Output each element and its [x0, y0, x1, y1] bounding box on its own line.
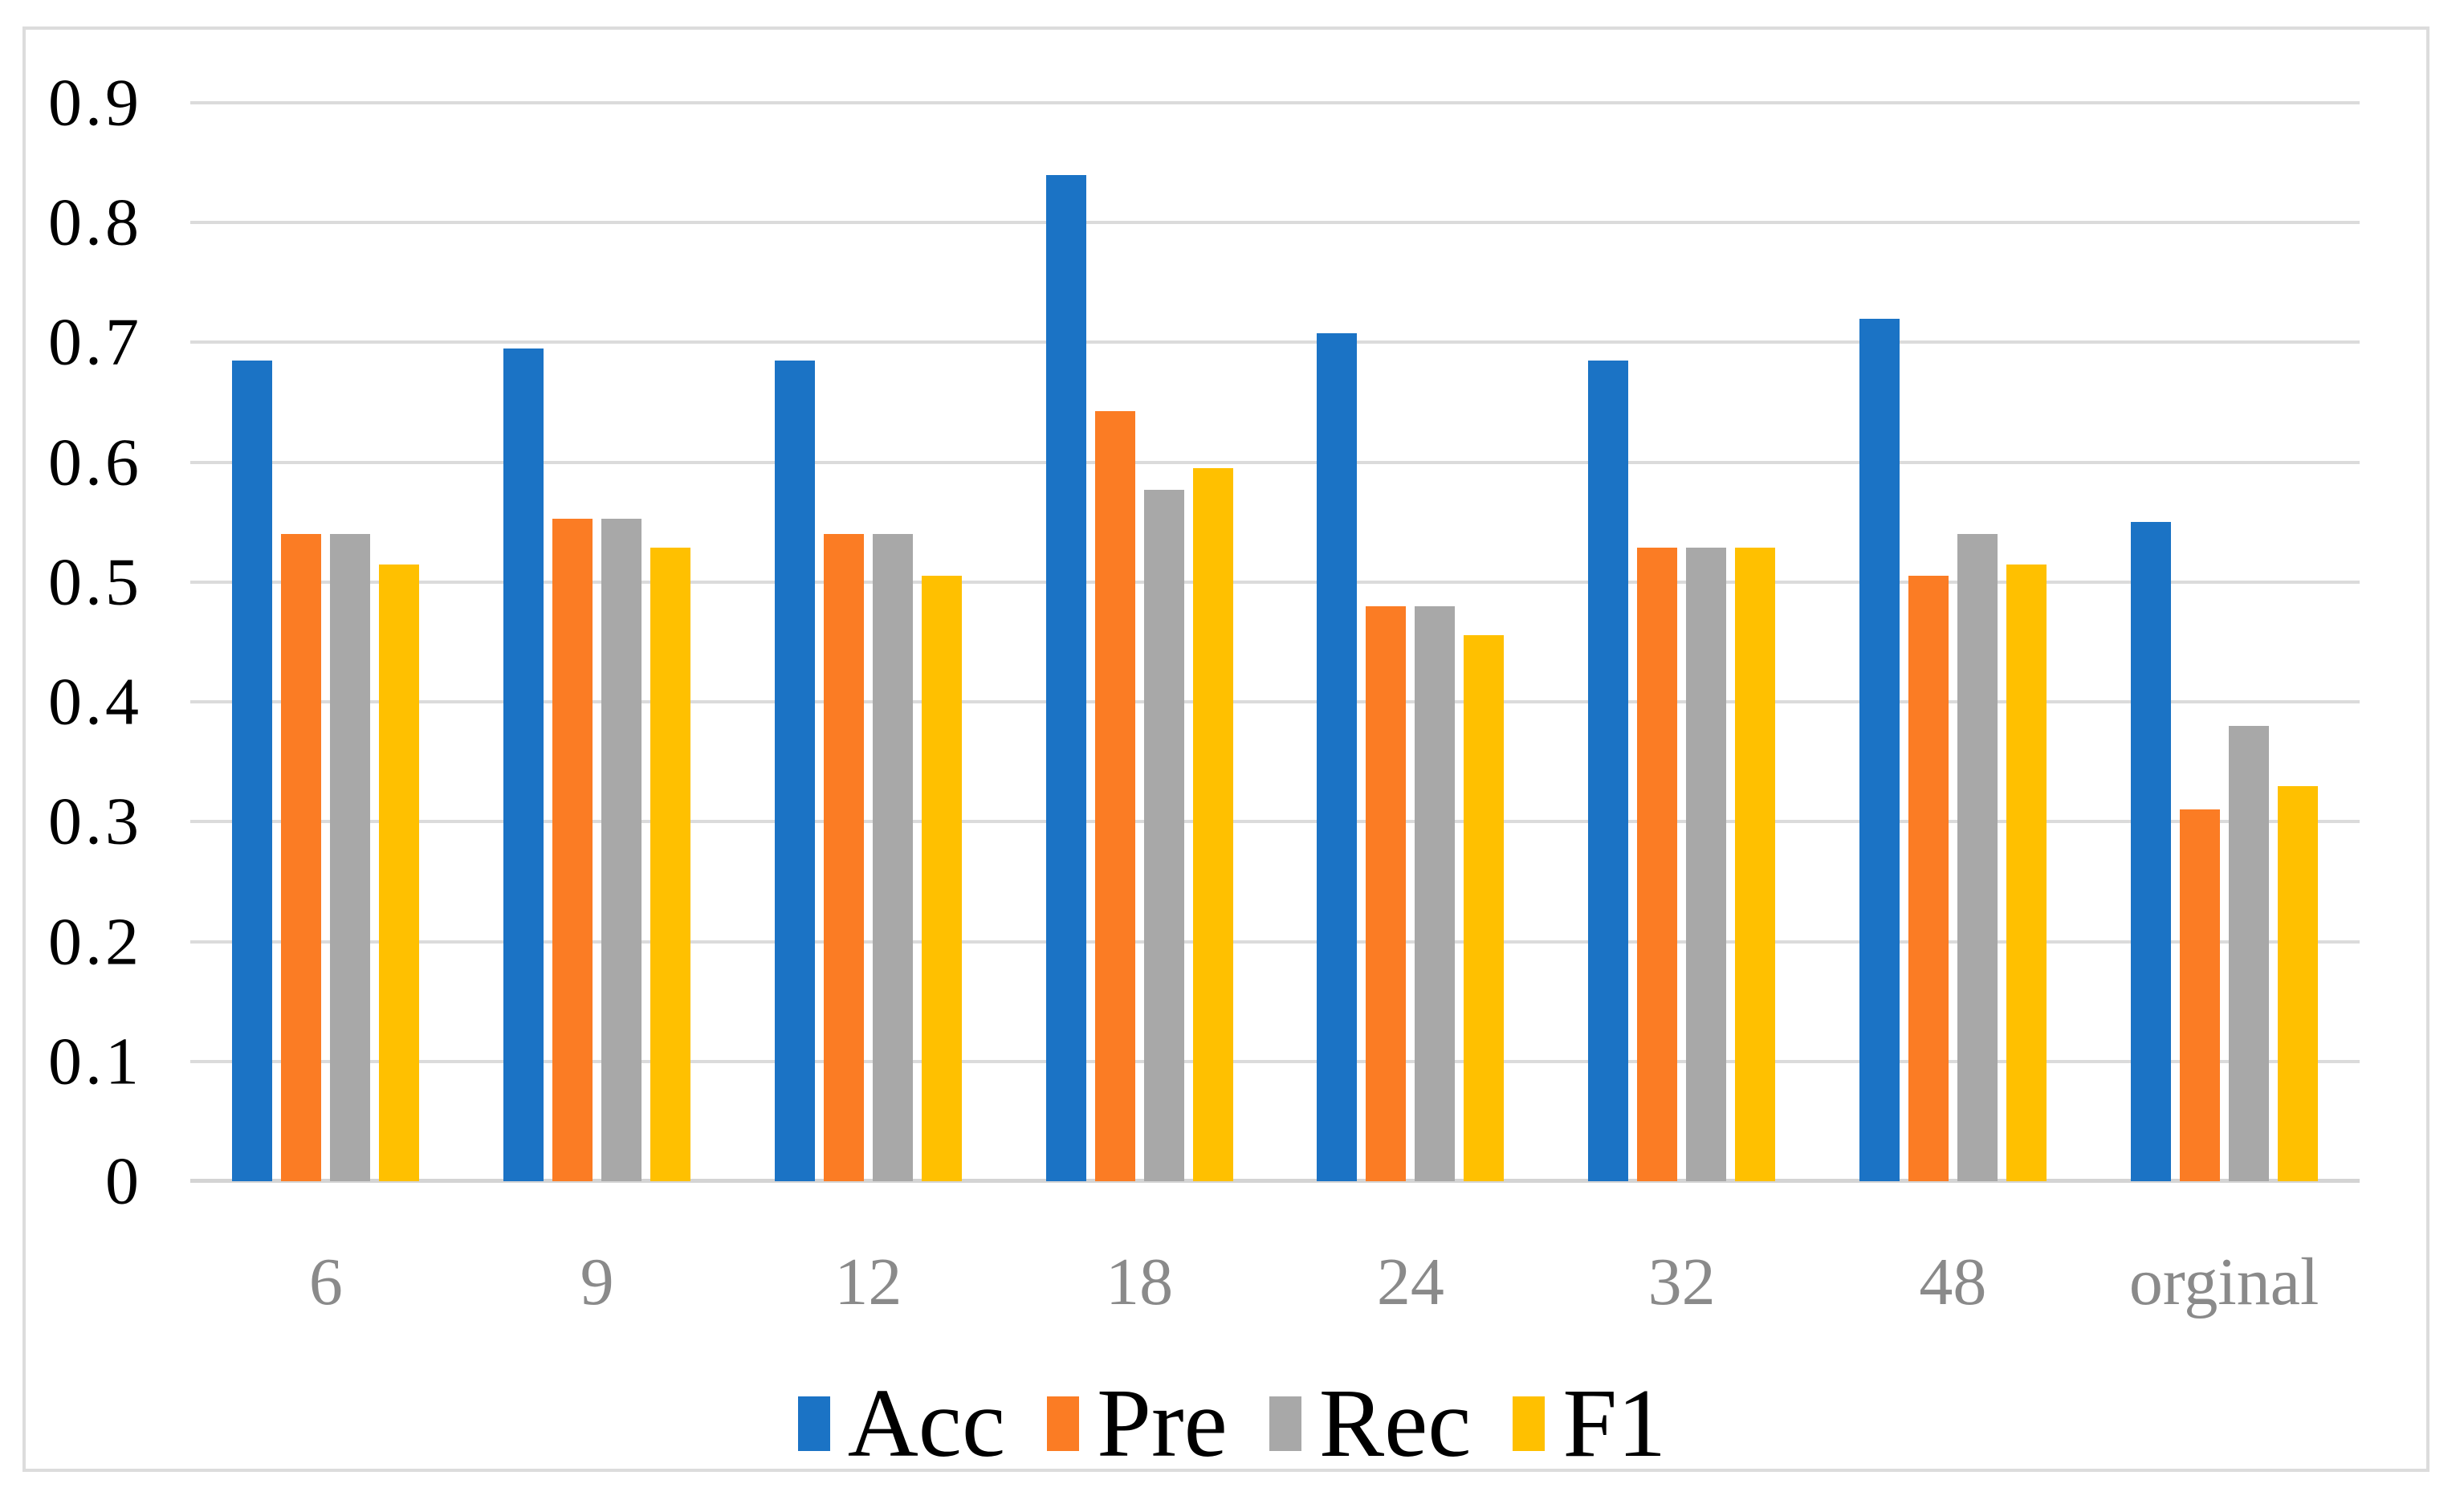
- y-tick-label-0.3: 0.3: [48, 784, 142, 859]
- bar-pre-18: [1094, 410, 1135, 1181]
- y-tick-label-0.8: 0.8: [48, 185, 142, 260]
- legend-item-f1: F1: [1513, 1375, 1666, 1473]
- bar-pre-6: [281, 534, 322, 1181]
- gridline-0.8: [190, 221, 2360, 225]
- gridline-0.9: [190, 101, 2360, 104]
- bar-rec-24: [1415, 605, 1456, 1181]
- x-tick-label-18: 18: [1106, 1245, 1174, 1319]
- bar-f1-32: [1735, 547, 1776, 1181]
- x-tick-label-48: 48: [1919, 1245, 1987, 1319]
- legend-label-pre: Pre: [1097, 1369, 1228, 1478]
- bar-rec-32: [1686, 547, 1727, 1181]
- legend-swatch-pre: [1047, 1396, 1080, 1451]
- bar-rec-orginal: [2228, 725, 2269, 1181]
- bar-acc-48: [1859, 318, 1900, 1181]
- bar-pre-12: [823, 534, 864, 1181]
- x-axis-line: [190, 1179, 2360, 1183]
- gridline-0.2: [190, 940, 2360, 944]
- bar-pre-orginal: [2179, 809, 2220, 1181]
- legend-item-rec: Rec: [1269, 1369, 1472, 1478]
- bar-acc-32: [1588, 360, 1629, 1181]
- bar-rec-6: [330, 534, 371, 1181]
- gridline-0.4: [190, 700, 2360, 704]
- gridline-0.1: [190, 1059, 2360, 1063]
- bar-acc-9: [503, 348, 544, 1181]
- legend-label-acc: Acc: [847, 1369, 1006, 1478]
- bar-f1-orginal: [2277, 785, 2318, 1181]
- legend-label-rec: Rec: [1318, 1369, 1472, 1478]
- x-tick-label-24: 24: [1376, 1245, 1444, 1319]
- legend-swatch-acc: [797, 1396, 830, 1451]
- bar-f1-18: [1192, 468, 1233, 1181]
- x-tick-label-orginal: orginal: [2128, 1245, 2319, 1319]
- gridline-0.7: [190, 340, 2360, 344]
- bar-acc-6: [232, 360, 273, 1181]
- bar-acc-18: [1045, 174, 1086, 1181]
- legend-item-acc: Acc: [797, 1369, 1006, 1478]
- bar-acc-12: [774, 360, 815, 1181]
- plot-area: [190, 101, 2360, 1183]
- x-tick-label-12: 12: [834, 1245, 902, 1319]
- gridline-0.5: [190, 580, 2360, 584]
- y-tick-label-0.2: 0.2: [48, 904, 142, 980]
- y-tick-label-0: 0: [105, 1143, 142, 1219]
- bar-f1-24: [1464, 634, 1505, 1181]
- bar-rec-9: [601, 518, 642, 1181]
- bar-pre-48: [1908, 576, 1949, 1181]
- bar-f1-12: [921, 576, 962, 1181]
- bar-f1-9: [650, 547, 691, 1181]
- y-tick-label-0.6: 0.6: [48, 425, 142, 500]
- x-tick-label-9: 9: [580, 1245, 614, 1319]
- bar-pre-9: [552, 518, 593, 1181]
- bar-rec-48: [1957, 534, 1998, 1181]
- gridline-0.3: [190, 820, 2360, 824]
- y-tick-label-0.5: 0.5: [48, 544, 142, 620]
- x-tick-label-32: 32: [1647, 1245, 1716, 1319]
- legend-swatch-f1: [1513, 1396, 1546, 1451]
- bar-f1-48: [2006, 564, 2047, 1181]
- bar-f1-6: [379, 564, 420, 1181]
- y-tick-label-0.1: 0.1: [48, 1024, 142, 1099]
- legend: Acc Pre Rec F1: [0, 1375, 2464, 1473]
- bar-rec-18: [1143, 490, 1184, 1181]
- legend-label-f1: F1: [1562, 1369, 1667, 1478]
- legend-swatch-rec: [1269, 1396, 1301, 1451]
- bar-pre-32: [1637, 547, 1678, 1181]
- y-tick-label-0.7: 0.7: [48, 304, 142, 380]
- gridline-0.6: [190, 460, 2360, 464]
- y-tick-label-0.4: 0.4: [48, 664, 142, 740]
- x-tick-label-6: 6: [308, 1245, 343, 1319]
- legend-item-pre: Pre: [1047, 1375, 1228, 1473]
- bar-acc-24: [1317, 332, 1358, 1181]
- bar-pre-24: [1366, 605, 1407, 1181]
- bar-acc-orginal: [2130, 522, 2171, 1181]
- bar-rec-12: [872, 534, 913, 1181]
- y-tick-label-0.9: 0.9: [48, 65, 142, 141]
